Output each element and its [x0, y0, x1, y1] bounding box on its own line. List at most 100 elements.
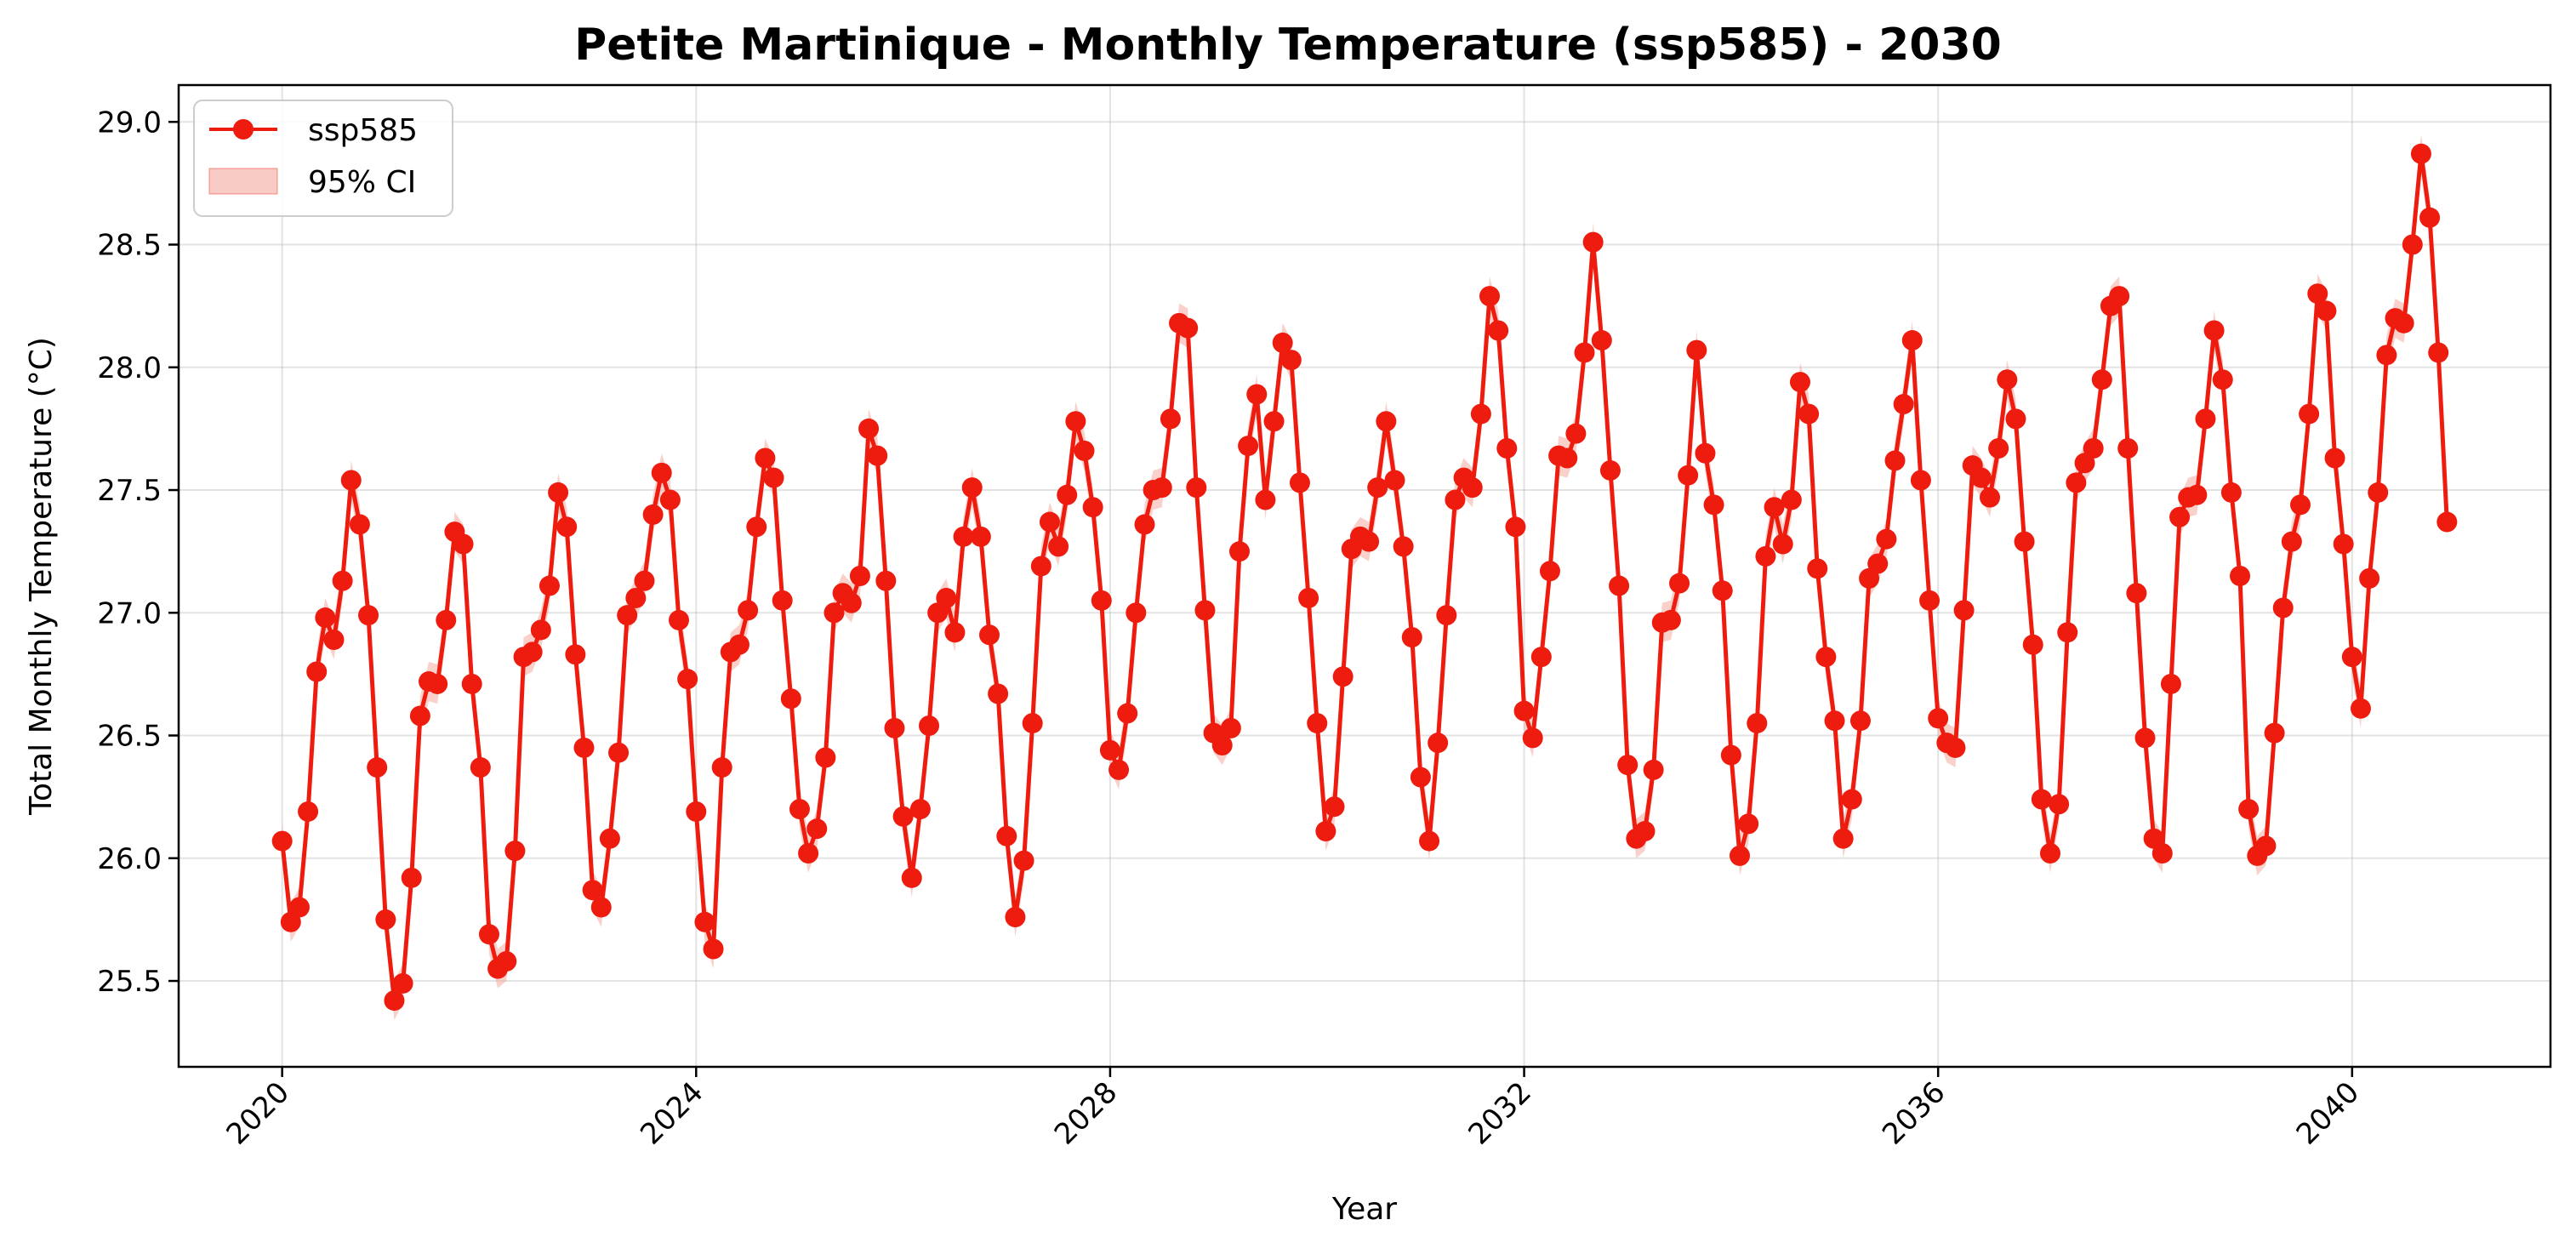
- data-point: [1832, 828, 1854, 849]
- data-point: [901, 867, 922, 888]
- data-point: [970, 526, 991, 547]
- data-point: [1565, 423, 1587, 444]
- data-point: [1660, 609, 1681, 630]
- data-point: [2264, 722, 2285, 744]
- data-point: [2220, 482, 2242, 503]
- data-point: [1298, 587, 1319, 608]
- data-point: [703, 938, 724, 960]
- data-point: [599, 828, 620, 849]
- y-tick-label: 25.5: [97, 965, 162, 999]
- data-point: [1099, 739, 1120, 761]
- data-point: [2333, 533, 2354, 555]
- data-point: [669, 609, 690, 630]
- data-point: [1376, 411, 1397, 432]
- data-point: [617, 605, 638, 626]
- data-point: [677, 669, 698, 690]
- data-point: [2169, 506, 2191, 527]
- data-point: [1030, 556, 1051, 577]
- data-point: [1712, 580, 1733, 601]
- data-point: [2039, 843, 2060, 864]
- data-point: [530, 619, 551, 641]
- data-point: [573, 737, 595, 758]
- data-point: [892, 806, 914, 827]
- data-point: [1513, 700, 1535, 721]
- data-point: [2436, 511, 2458, 533]
- data-point: [1599, 459, 1621, 481]
- data-point: [521, 641, 543, 663]
- legend-label-ci: 95% CI: [308, 165, 416, 200]
- data-point: [1522, 727, 1543, 749]
- data-point: [849, 566, 870, 586]
- data-point: [2238, 799, 2260, 820]
- data-point: [2109, 286, 2130, 307]
- data-point: [2316, 300, 2337, 322]
- data-point: [1997, 369, 2018, 390]
- data-point: [1849, 710, 1871, 732]
- data-point: [548, 482, 569, 503]
- data-point: [384, 990, 405, 1012]
- data-point: [1272, 332, 1293, 353]
- data-point: [401, 867, 422, 888]
- data-point: [1609, 575, 1630, 596]
- data-point: [1082, 497, 1103, 518]
- data-point: [1496, 437, 1518, 459]
- data-point: [1470, 403, 1491, 425]
- data-point: [2160, 673, 2181, 694]
- legend: ssp585 95% CI: [193, 100, 453, 217]
- data-point: [1229, 541, 1250, 562]
- data-point: [461, 673, 482, 694]
- data-point: [746, 516, 767, 538]
- data-point: [2393, 312, 2414, 333]
- data-point: [1091, 590, 1112, 611]
- data-point: [625, 587, 647, 608]
- data-point: [2126, 583, 2147, 604]
- data-point: [1315, 821, 1336, 842]
- data-point: [1591, 330, 1612, 351]
- data-point: [711, 757, 732, 778]
- data-point: [1263, 411, 1285, 432]
- data-point: [306, 661, 328, 682]
- data-point: [2428, 342, 2449, 363]
- data-point: [1884, 450, 1906, 471]
- data-point: [772, 590, 793, 611]
- data-point: [1970, 467, 1992, 488]
- data-point: [988, 683, 1009, 704]
- data-point: [340, 470, 362, 491]
- data-point: [2083, 437, 2104, 459]
- data-point: [2074, 453, 2095, 474]
- data-point: [1747, 713, 1768, 734]
- data-point: [1789, 372, 1810, 393]
- data-point: [1953, 600, 1975, 621]
- data-point: [634, 570, 655, 591]
- y-axis-ticks: 25.5 26.0 26.5 27.0 27.5 28.0 28.5 29.0: [97, 105, 179, 999]
- data-point: [728, 634, 749, 655]
- data-point: [1367, 477, 1388, 499]
- data-point: [375, 909, 396, 930]
- data-point: [1488, 320, 1509, 341]
- grid-lines: [179, 85, 2550, 1067]
- data-point: [1445, 489, 1466, 510]
- data-point: [1617, 755, 1638, 776]
- data-point: [367, 757, 388, 778]
- data-point: [1186, 477, 1207, 499]
- data-point: [1177, 317, 1199, 339]
- data-point: [1246, 384, 1268, 405]
- data-point: [1419, 830, 1440, 852]
- y-tick-label: 26.5: [97, 720, 162, 754]
- data-point: [453, 533, 474, 555]
- data-point: [332, 570, 353, 591]
- chart-title: Petite Martinique - Monthly Temperature …: [574, 20, 2002, 71]
- data-point: [1332, 666, 1354, 687]
- data-point: [1910, 470, 1931, 491]
- data-point: [2230, 566, 2251, 586]
- legend-label-series: ssp585: [308, 113, 418, 148]
- data-point: [539, 575, 560, 596]
- data-point: [2151, 843, 2173, 864]
- data-point: [1211, 735, 1233, 756]
- data-point: [288, 897, 310, 918]
- data-point: [686, 801, 707, 822]
- data-point: [1893, 394, 1914, 415]
- data-point: [1255, 489, 1276, 510]
- data-point: [1781, 489, 1802, 510]
